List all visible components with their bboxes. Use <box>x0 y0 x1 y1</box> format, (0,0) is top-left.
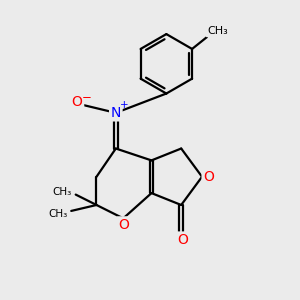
Text: CH₃: CH₃ <box>207 26 228 36</box>
Text: O: O <box>203 170 214 184</box>
Text: O: O <box>118 218 129 232</box>
Text: −: − <box>82 91 92 104</box>
Text: +: + <box>120 100 128 110</box>
Text: CH₃: CH₃ <box>53 187 72 196</box>
Text: O: O <box>177 233 188 247</box>
Text: CH₃: CH₃ <box>48 209 68 219</box>
Text: N: N <box>111 106 121 120</box>
Text: O: O <box>72 95 83 110</box>
